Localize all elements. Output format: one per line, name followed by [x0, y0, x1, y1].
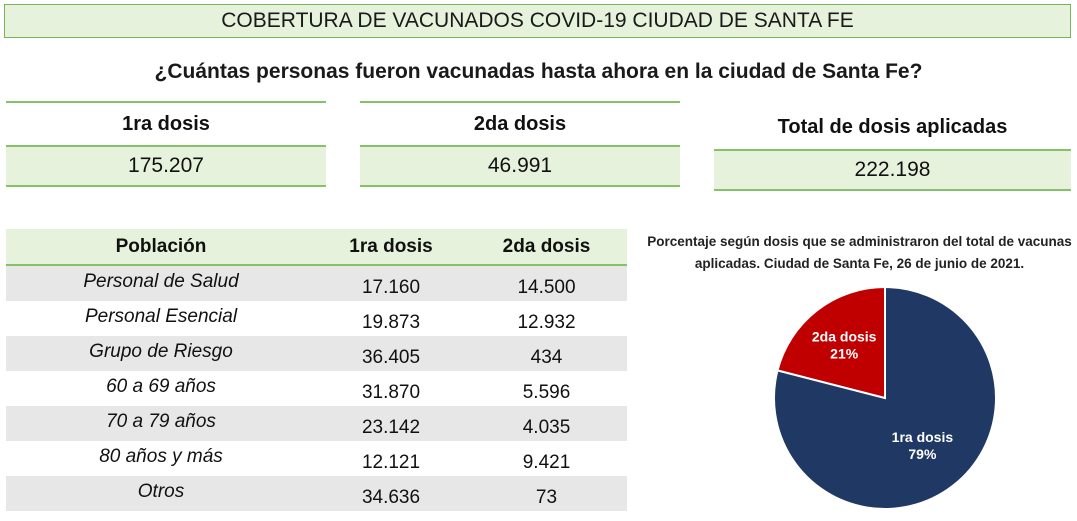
- table-row: Grupo de Riesgo 36.405 434: [6, 336, 627, 371]
- table-row: 70 a 79 años 23.142 4.035: [6, 406, 627, 441]
- pie-slice-label: 2da dosis: [812, 328, 877, 344]
- cell-population: 80 años y más: [99, 446, 223, 467]
- stat-label: Total de dosis aplicadas: [777, 115, 1008, 138]
- cell-first-dose: 17.160: [316, 265, 466, 301]
- title-banner: COBERTURA DE VACUNADOS COVID-19 CIUDAD D…: [4, 4, 1071, 38]
- cell-first-dose: 23.142: [316, 406, 466, 441]
- cell-first-dose: 31.870: [361, 382, 421, 403]
- cell-second-dose: 12.932: [517, 312, 576, 333]
- pie-slice-value-label: 21%: [830, 345, 859, 361]
- header-poblacion: Población: [6, 229, 316, 266]
- cell-population: 60 a 69 años: [106, 376, 216, 397]
- cell-second-dose: 434: [466, 336, 627, 371]
- stat-total-doses: Total de dosis aplicadas 222.198: [714, 101, 1071, 191]
- stat-value: 46.991: [360, 145, 680, 187]
- cell-second-dose: 9.421: [522, 452, 571, 473]
- cell-second-dose: 73: [466, 476, 627, 511]
- table-header-row: Población 1ra dosis 2da dosis: [6, 229, 627, 266]
- cell-first-dose: 36.405: [316, 336, 466, 371]
- pie-slice-value-label: 79%: [908, 446, 937, 462]
- table-row: Personal de Salud 17.160 14.500: [6, 265, 627, 301]
- stat-label: 2da dosis: [360, 101, 680, 145]
- question-heading: ¿Cuántas personas fueron vacunadas hasta…: [154, 60, 923, 83]
- cell-population: Personal Esencial: [84, 306, 238, 327]
- stat-second-dose: 2da dosis 46.991: [360, 101, 680, 187]
- population-table: Población 1ra dosis 2da dosis Personal d…: [6, 229, 627, 511]
- cell-population: 70 a 79 años: [6, 406, 316, 441]
- cell-first-dose: 19.873: [361, 312, 421, 333]
- banner-title: COBERTURA DE VACUNADOS COVID-19 CIUDAD D…: [221, 9, 854, 32]
- stat-value: 175.207: [6, 145, 326, 187]
- cell-population: Otros: [6, 476, 316, 511]
- cell-second-dose: 14.500: [466, 265, 627, 301]
- stat-label: 1ra dosis: [6, 101, 326, 145]
- pie-slice-label: 1ra dosis: [892, 429, 954, 445]
- cell-first-dose: 34.636: [316, 476, 466, 511]
- cell-second-dose: 5.596: [522, 382, 571, 403]
- cell-population: Personal de Salud: [6, 265, 316, 301]
- cell-population: Grupo de Riesgo: [6, 336, 316, 371]
- cell-first-dose: 12.121: [361, 452, 421, 473]
- table-row: 60 a 69 años 31.870 5.596: [6, 371, 627, 406]
- header-first-dose: 1ra dosis: [316, 229, 466, 266]
- table-row: 80 años y más 12.121 9.421: [6, 441, 627, 476]
- header-second-dose: 2da dosis: [466, 229, 627, 266]
- table-row: Otros 34.636 73: [6, 476, 627, 511]
- pie-slice-second-dose: [776, 285, 886, 400]
- table-row: Personal Esencial 19.873 12.932: [6, 301, 627, 336]
- cell-second-dose: 4.035: [466, 406, 627, 441]
- stat-value: 222.198: [714, 149, 1071, 191]
- stat-first-dose: 1ra dosis 175.207: [6, 101, 326, 187]
- pie-chart-title: Porcentaje según dosis que se administra…: [647, 234, 1072, 271]
